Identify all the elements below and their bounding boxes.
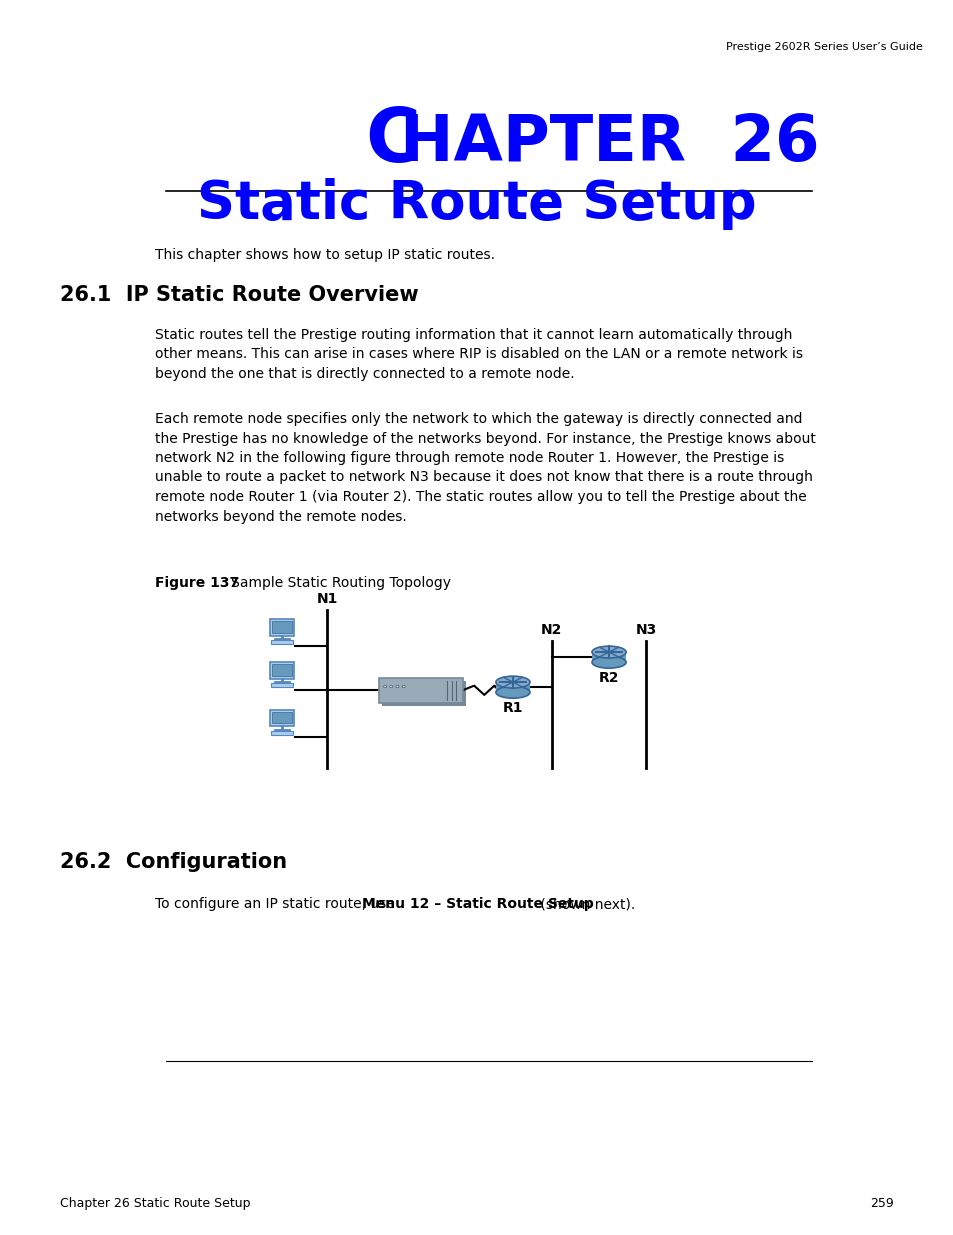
- Text: R1: R1: [502, 700, 522, 715]
- Text: 26.2  Configuration: 26.2 Configuration: [60, 852, 287, 872]
- Bar: [271, 683, 293, 687]
- Bar: [270, 619, 294, 636]
- Bar: [496, 682, 530, 693]
- Text: Menu 12 – Static Route Setup: Menu 12 – Static Route Setup: [362, 897, 594, 911]
- Ellipse shape: [496, 677, 530, 688]
- Bar: [378, 678, 462, 703]
- Text: This chapter shows how to setup IP static routes.: This chapter shows how to setup IP stati…: [154, 248, 495, 262]
- Bar: [272, 621, 292, 632]
- Text: Each remote node specifies only the network to which the gateway is directly con: Each remote node specifies only the netw…: [154, 412, 815, 524]
- Text: 259: 259: [869, 1197, 893, 1210]
- Text: 26.1  IP Static Route Overview: 26.1 IP Static Route Overview: [60, 285, 418, 305]
- Text: Prestige 2602R Series User’s Guide: Prestige 2602R Series User’s Guide: [725, 42, 922, 52]
- Text: Sample Static Routing Topology: Sample Static Routing Topology: [218, 576, 451, 590]
- Text: N1: N1: [316, 593, 337, 606]
- Bar: [272, 664, 292, 676]
- Ellipse shape: [383, 685, 386, 688]
- Text: R2: R2: [598, 671, 618, 684]
- Ellipse shape: [402, 685, 405, 688]
- Text: Figure 137: Figure 137: [154, 576, 239, 590]
- Text: HAPTER  26: HAPTER 26: [399, 112, 819, 174]
- Text: N2: N2: [540, 624, 562, 637]
- Bar: [381, 680, 465, 705]
- Ellipse shape: [395, 685, 398, 688]
- Text: N3: N3: [635, 624, 657, 637]
- Text: To configure an IP static route, use: To configure an IP static route, use: [154, 897, 398, 911]
- Ellipse shape: [390, 685, 393, 688]
- Bar: [270, 662, 294, 679]
- Bar: [270, 710, 294, 726]
- Text: Chapter 26 Static Route Setup: Chapter 26 Static Route Setup: [60, 1197, 251, 1210]
- Ellipse shape: [496, 687, 530, 698]
- Bar: [271, 640, 293, 645]
- Text: Static Route Setup: Static Route Setup: [197, 178, 756, 230]
- Bar: [592, 652, 625, 662]
- Text: C: C: [365, 105, 419, 178]
- Ellipse shape: [592, 656, 625, 668]
- Text: (shown next).: (shown next).: [536, 897, 635, 911]
- Ellipse shape: [592, 646, 625, 658]
- Bar: [272, 711, 292, 724]
- Text: Static routes tell the Prestige routing information that it cannot learn automat: Static routes tell the Prestige routing …: [154, 329, 802, 382]
- Bar: [271, 731, 293, 735]
